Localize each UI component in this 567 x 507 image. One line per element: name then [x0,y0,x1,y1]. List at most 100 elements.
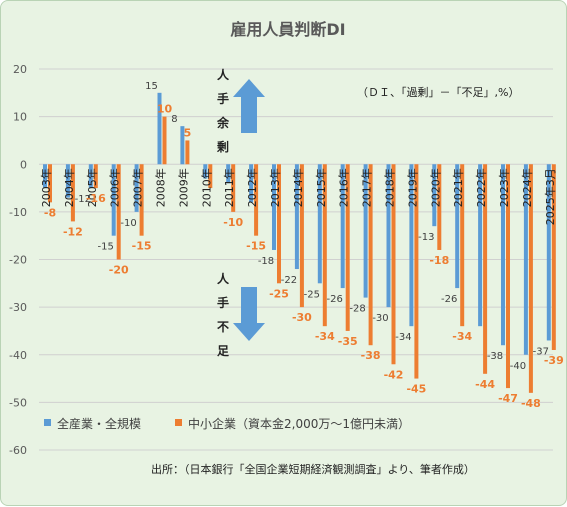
bar-a [317,164,322,284]
data-label-a: -12 [75,194,91,205]
data-label-a: 8 [171,114,177,125]
category-label: 2024年 [520,168,534,207]
data-label-a: -22 [281,275,297,286]
category-label: 2019年 [405,168,419,207]
data-label-a: -28 [349,304,365,315]
data-label-b: -10 [223,216,243,229]
side-label-down-char: 足 [217,344,229,358]
bar-a [363,164,368,298]
category-label: 2003年 [39,168,53,207]
y-axis: 20 10 0 -10 -20 -30 -40 -50 -60 [9,63,27,457]
y-tick-label: 10 [13,111,27,124]
data-label-b: -8 [44,206,56,219]
bar-a [409,164,414,327]
bars [43,92,556,393]
category-label: 2004年 [62,168,76,207]
bar-a [134,164,139,212]
data-label-b: -18 [429,254,449,267]
data-label-a: -26 [327,294,343,305]
category-label: 2015年 [314,168,328,207]
data-label-a: -18 [258,256,274,267]
bar-b [70,164,75,222]
bar-b [551,164,556,350]
y-tick-label: 20 [13,63,27,76]
data-label-b: -45 [406,383,426,396]
y-tick-label: -50 [9,396,27,409]
side-label-up-char: 剰 [216,139,229,154]
data-label-b: -16 [86,192,106,205]
bar-b [345,164,350,331]
data-label-b: -38 [361,349,381,362]
bar-b [231,164,236,212]
legend-label-b: 中小企業（資本金2,000万～1億円未満） [188,416,410,431]
category-label: 2022年 [474,168,488,207]
category-label: 2014年 [291,168,305,207]
bar-b [299,164,304,308]
category-label: 2006年 [108,168,122,207]
data-label-a: -37 [533,346,549,357]
source-note: 出所：（日本銀行「全国企業短期経済観測調査」より、筆者作成） [151,462,475,476]
bar-a [88,164,93,189]
bar-a [157,92,162,165]
y-tick-label: -20 [9,254,27,267]
category-label: 2013年 [268,168,282,207]
category-label: 2018年 [383,168,397,207]
bar-a [340,164,345,289]
bar-b [208,164,213,189]
bar-b [254,164,259,236]
bar-b [48,164,52,203]
bar-b [414,164,419,379]
data-label-a: -15 [98,242,114,253]
data-label-b: -34 [315,330,335,343]
legend-swatch-b [175,419,182,426]
data-label-b: -42 [384,368,404,381]
bar-a [294,164,299,270]
category-label: 2017年 [360,168,374,207]
bar-a [43,164,47,189]
bar-b [162,116,167,165]
data-label-a: 15 [145,81,158,92]
category-label: 2005年 [85,168,99,207]
category-label: 2012年 [245,168,259,207]
data-label-a: -40 [510,361,526,372]
category-label: 2008年 [154,168,168,207]
unit-note: （ＤＩ、「過剰」－「不足」,%） [357,86,519,99]
bar-b [322,164,327,327]
data-label-a: -10 [120,218,136,229]
side-label-up-char: 手 [217,91,229,106]
side-label-down-char: 手 [217,295,229,310]
data-label-b: -39 [544,354,564,367]
data-label-b: 10 [157,103,173,116]
side-label-up-char: 余 [216,115,230,130]
legend: 全産業・全規模 中小企業（資本金2,000万～1億円未満） [44,416,410,431]
category-label: 2023年 [497,168,511,207]
side-label-down-char: 不 [217,320,229,334]
category-label: 2011年 [222,168,236,207]
data-label-b: -34 [452,330,472,343]
category-label: 2021年 [451,168,465,207]
category-label: 2020年 [428,168,442,207]
bar-b [93,164,98,189]
bar-a [478,164,483,327]
bar-b [483,164,488,374]
data-label-b: -20 [109,264,129,277]
bar-a [249,164,254,203]
category-label: 2007年 [131,168,145,207]
y-tick-label: 0 [20,158,27,171]
bar-b [391,164,396,365]
bar-a [501,164,505,346]
data-label-b: -25 [269,287,289,300]
data-label-b: -12 [63,225,83,238]
bar-a [546,164,551,341]
side-label-down-char: 人 [217,271,230,286]
bar-b [139,164,144,236]
category-label: 2010年 [199,168,213,207]
bar-a [180,126,185,165]
bar-a [272,164,276,250]
data-label-b: -48 [521,397,541,410]
bar-b [185,140,190,165]
data-label-a: -34 [395,332,411,343]
bar-b [437,164,442,250]
